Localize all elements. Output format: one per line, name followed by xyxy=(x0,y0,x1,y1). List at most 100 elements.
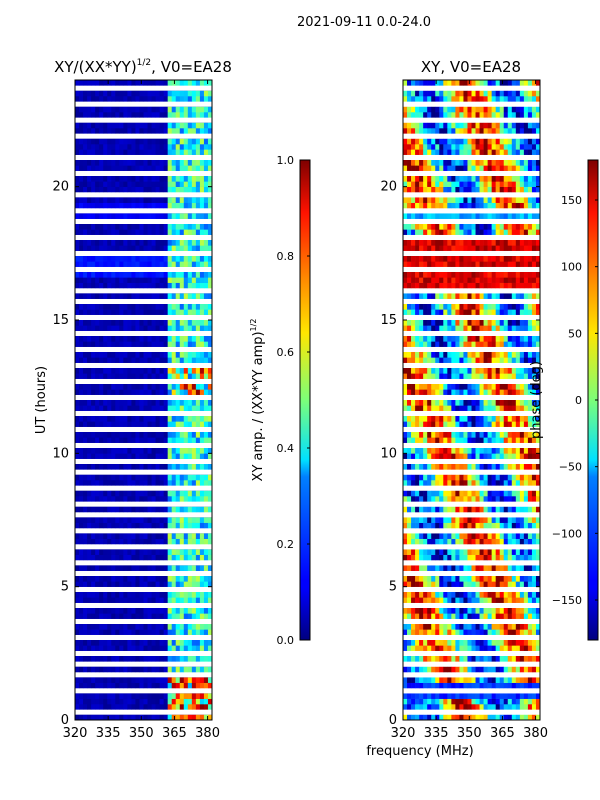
left-heatmap-cell xyxy=(207,128,212,134)
left-heatmap-cell xyxy=(199,693,205,699)
left-heatmap-cell xyxy=(103,122,108,129)
right-heatmap-cell xyxy=(515,554,521,561)
left-heatmap-cell xyxy=(95,304,100,310)
left-heatmap-cell xyxy=(135,666,140,673)
right-heatmap-cell xyxy=(431,261,436,267)
right-heatmap-cell xyxy=(459,490,464,497)
left-heatmap-cell xyxy=(107,336,112,342)
left-heatmap-cell xyxy=(183,272,189,278)
left-heatmap-cell xyxy=(135,421,140,427)
right-heatmap-cell xyxy=(527,309,533,315)
right-heatmap-cell xyxy=(491,533,496,539)
left-heatmap-cell xyxy=(83,304,88,310)
left-heatmap-cell xyxy=(83,645,88,651)
right-heatmap-cell xyxy=(423,645,428,651)
left-heatmap-cell xyxy=(143,186,148,193)
right-heatmap-cell xyxy=(447,277,452,283)
right-heatmap-cell xyxy=(535,656,540,662)
left-heatmap-cell xyxy=(135,592,140,598)
right-heatmap-cell xyxy=(419,656,424,662)
right-heatmap-cell xyxy=(467,213,472,219)
right-heatmap-cell xyxy=(403,448,408,454)
left-heatmap-cell xyxy=(203,565,209,571)
right-heatmap-cell xyxy=(435,698,440,705)
right-heatmap-cell xyxy=(459,341,464,347)
left-heatmap-cell xyxy=(195,336,201,342)
right-heatmap-cell xyxy=(467,421,472,427)
left-gap-row xyxy=(75,314,212,320)
right-heatmap-cell xyxy=(511,522,517,529)
right-heatmap-cell xyxy=(523,432,529,438)
left-heatmap-cell xyxy=(83,474,88,481)
left-heatmap-cell xyxy=(75,197,80,203)
left-heatmap-cell xyxy=(147,304,152,310)
left-heatmap-cell xyxy=(171,341,177,347)
right-heatmap-cell xyxy=(431,448,436,454)
left-heatmap-cell xyxy=(147,197,152,203)
right-heatmap-cell xyxy=(467,400,472,406)
right-heatmap-cell xyxy=(443,282,448,289)
left-heatmap-cell xyxy=(135,453,140,459)
left-heatmap-cell xyxy=(135,384,140,390)
right-heatmap-cell xyxy=(435,549,440,555)
right-heatmap-cell xyxy=(463,522,468,529)
left-heatmap-cell xyxy=(83,256,88,262)
right-heatmap-cell xyxy=(439,320,444,326)
left-heatmap-cell xyxy=(83,581,88,587)
right-heatmap-cell xyxy=(451,522,456,529)
left-gap-row xyxy=(75,544,212,550)
right-heatmap-cell xyxy=(419,608,424,614)
left-heatmap-cell xyxy=(147,352,152,358)
left-heatmap-cell xyxy=(143,453,148,459)
left-heatmap-cell xyxy=(131,464,136,470)
left-heatmap-cell xyxy=(151,368,156,374)
right-heatmap-cell xyxy=(419,640,424,646)
left-heatmap-cell xyxy=(87,320,92,326)
right-heatmap-cell xyxy=(427,517,432,523)
left-heatmap-cell xyxy=(199,592,205,598)
left-heatmap-cell xyxy=(91,96,96,102)
right-heatmap-cell xyxy=(479,368,484,374)
left-heatmap-cell xyxy=(191,693,197,699)
right-heatmap-cell xyxy=(479,640,484,646)
left-heatmap-cell xyxy=(187,421,193,427)
left-heatmap-cell xyxy=(131,714,136,720)
left-heatmap-cell xyxy=(99,245,104,251)
left-heatmap-cell xyxy=(171,368,177,374)
left-heatmap-cell xyxy=(147,202,152,209)
left-heatmap-cell xyxy=(191,352,197,358)
left-heatmap-cell xyxy=(139,186,144,193)
left-heatmap-cell xyxy=(187,677,193,683)
left-heatmap-cell xyxy=(119,629,124,635)
left-heatmap-cell xyxy=(99,613,104,619)
left-heatmap-cell xyxy=(91,144,96,150)
left-heatmap-cell xyxy=(83,592,88,598)
left-heatmap-cell xyxy=(131,565,136,571)
right-heatmap-cell xyxy=(491,517,496,523)
left-heatmap-cell xyxy=(151,629,156,635)
left-heatmap-cell xyxy=(83,176,88,182)
left-heatmap-cell xyxy=(95,453,100,459)
left-heatmap-cell xyxy=(183,229,189,235)
left-heatmap-cell xyxy=(191,106,197,113)
left-heatmap-cell xyxy=(75,277,80,283)
right-heatmap-cell xyxy=(471,554,476,561)
left-heatmap-cell xyxy=(123,373,128,379)
right-heatmap-cell xyxy=(507,373,513,379)
left-heatmap-cell xyxy=(99,576,104,582)
left-heatmap-cell xyxy=(199,80,205,86)
left-heatmap-cell xyxy=(111,186,116,193)
right-heatmap-cell xyxy=(467,597,472,603)
left-heatmap-cell xyxy=(99,698,104,705)
right-heatmap-cell xyxy=(419,693,424,699)
right-heatmap-cell xyxy=(455,256,460,262)
left-heatmap-cell xyxy=(95,261,100,267)
left-heatmap-cell xyxy=(167,592,173,598)
left-heatmap-cell xyxy=(175,122,181,129)
left-heatmap-cell xyxy=(167,656,173,662)
right-heatmap-cell xyxy=(507,325,513,331)
left-heatmap-cell xyxy=(107,624,112,630)
left-heatmap-cell xyxy=(91,197,96,203)
right-heatmap-cell xyxy=(503,581,509,587)
left-heatmap-cell xyxy=(135,608,140,614)
